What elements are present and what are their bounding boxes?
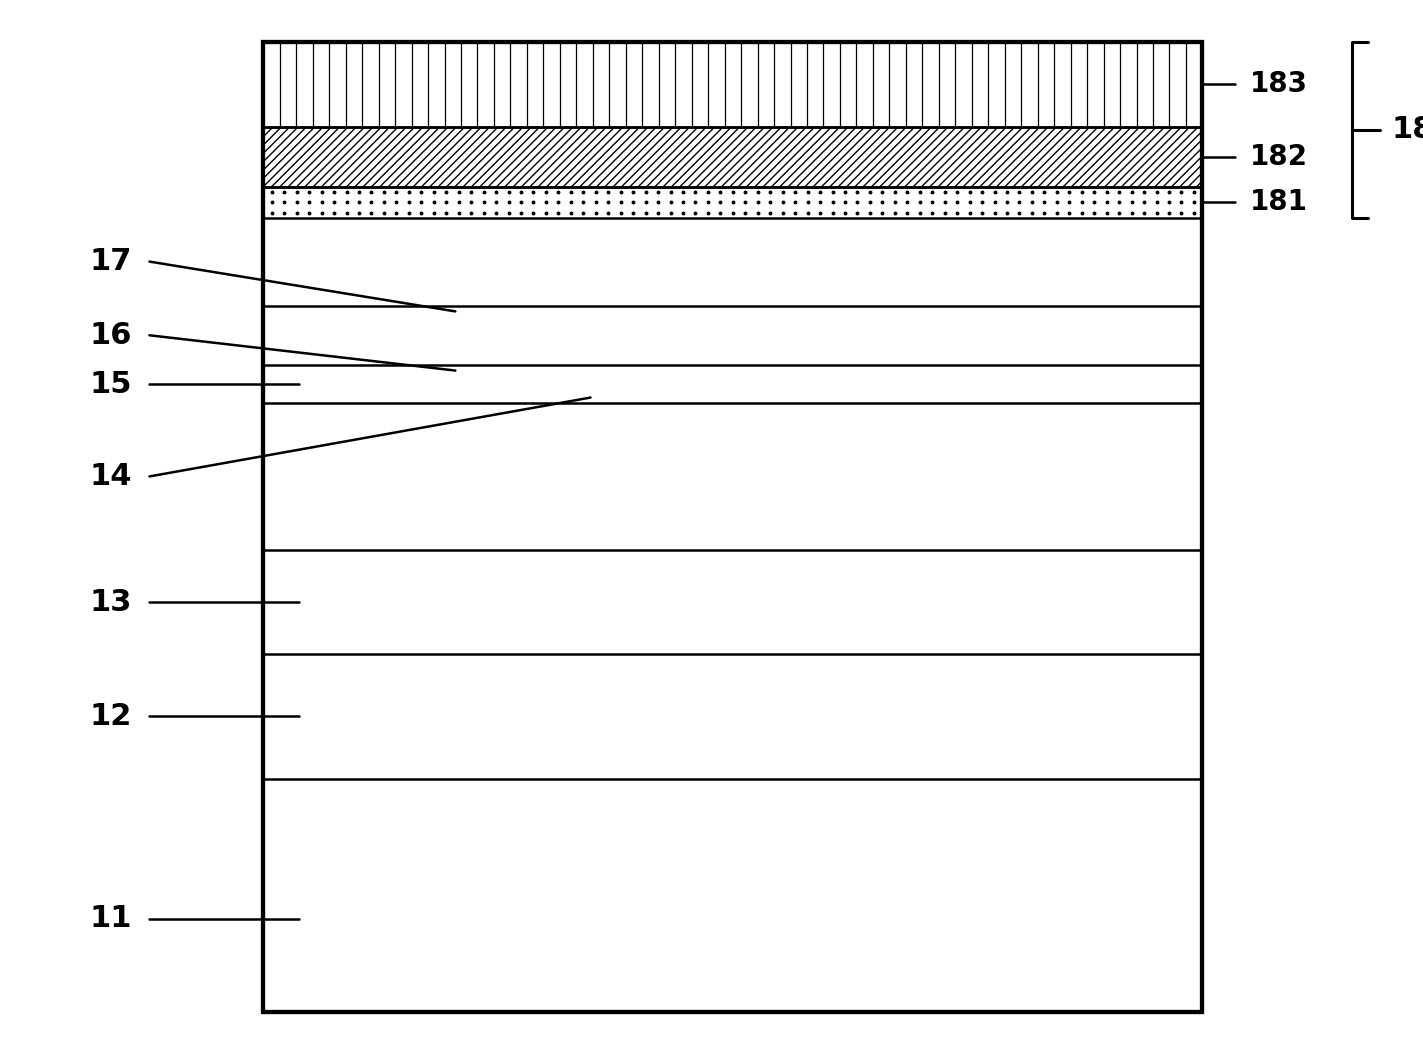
Text: 12: 12 [90,702,132,731]
Bar [263,42,1202,1012]
Text: 13: 13 [90,588,132,617]
Bar [263,42,1202,1012]
Text: 182: 182 [1249,143,1308,170]
Text: 16: 16 [90,321,132,350]
Bar [263,127,1202,187]
Text: 18: 18 [1392,115,1423,144]
Text: 11: 11 [90,904,132,933]
Text: 183: 183 [1249,71,1308,98]
Text: 14: 14 [90,462,132,491]
Text: 17: 17 [90,247,132,276]
Text: 15: 15 [90,370,132,399]
Text: 181: 181 [1249,189,1308,216]
